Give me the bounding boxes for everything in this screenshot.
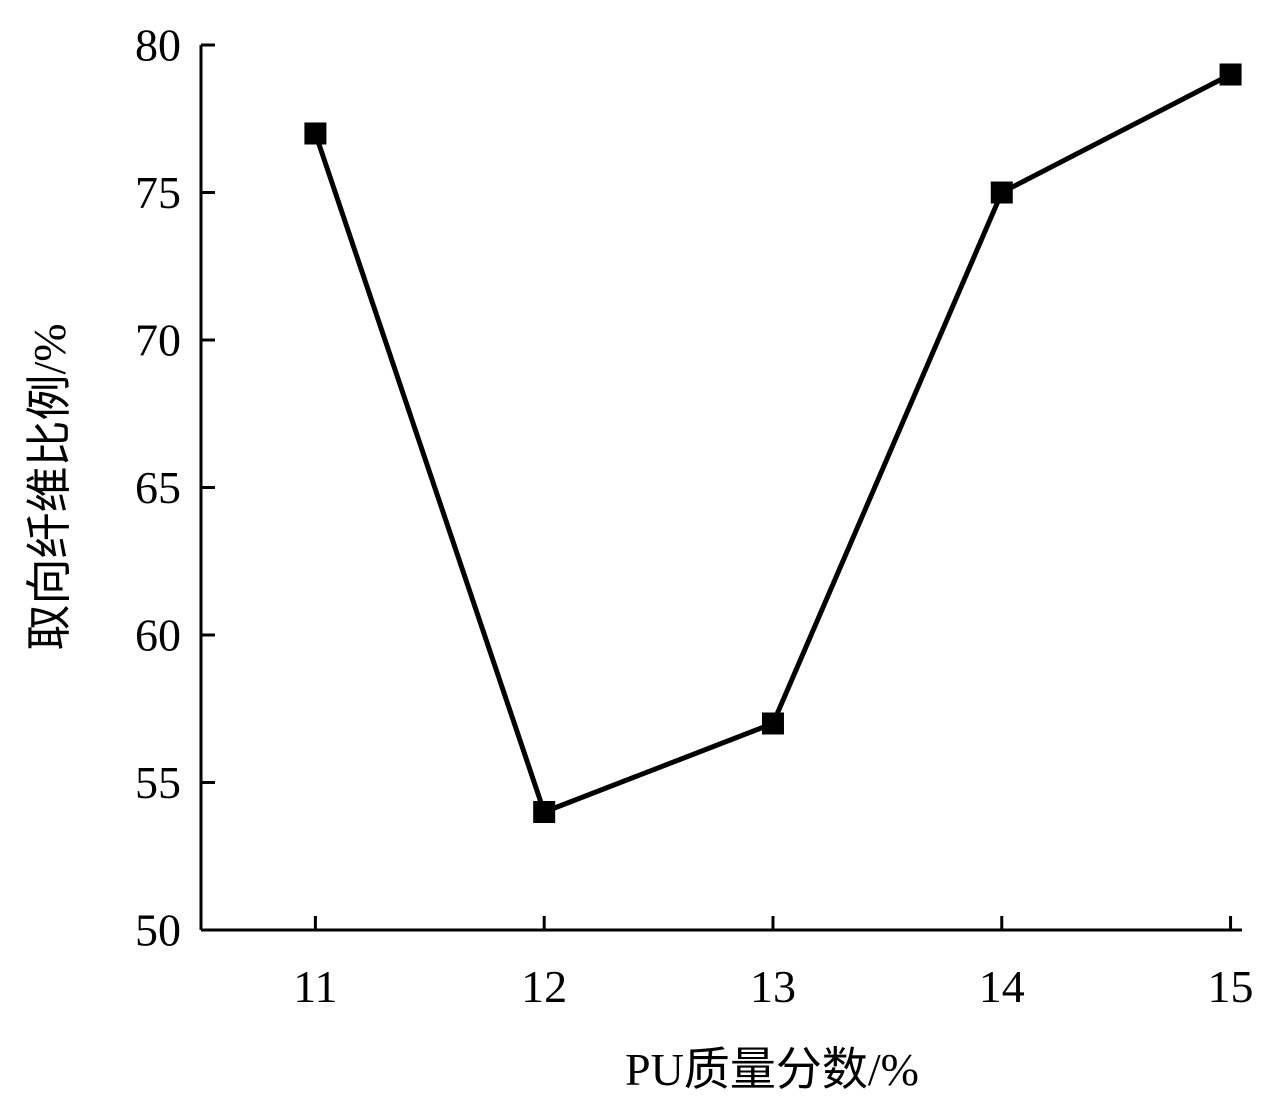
x-tick-label: 14 <box>979 961 1025 1012</box>
y-tick-label: 65 <box>135 462 181 513</box>
y-tick-label: 60 <box>135 610 181 661</box>
y-tick-label: 70 <box>135 315 181 366</box>
data-point-marker <box>1219 63 1242 86</box>
y-tick-label: 50 <box>135 905 181 956</box>
data-point-marker <box>533 801 556 823</box>
data-point-marker <box>761 712 784 735</box>
axes <box>199 45 1242 932</box>
x-tick-label: 12 <box>521 961 567 1012</box>
y-tick-label: 55 <box>135 757 181 808</box>
y-axis-label: 取向纤维比例/% <box>24 323 75 650</box>
x-tick-label: 13 <box>750 961 796 1012</box>
x-axis-label: PU质量分数/% <box>625 1044 919 1095</box>
y-tick-label: 75 <box>135 167 181 218</box>
y-tick-label: 80 <box>135 20 181 71</box>
x-tick-label: 11 <box>293 961 337 1012</box>
series-line <box>313 72 1232 815</box>
data-point-marker <box>990 181 1013 204</box>
x-tick-label: 15 <box>1208 961 1254 1012</box>
y-ticks: 50 55 60 65 70 75 80 <box>135 20 215 956</box>
data-point-marker <box>304 122 327 145</box>
series-layer <box>304 63 1242 823</box>
x-ticks: 11 12 13 14 15 <box>293 916 1254 1012</box>
